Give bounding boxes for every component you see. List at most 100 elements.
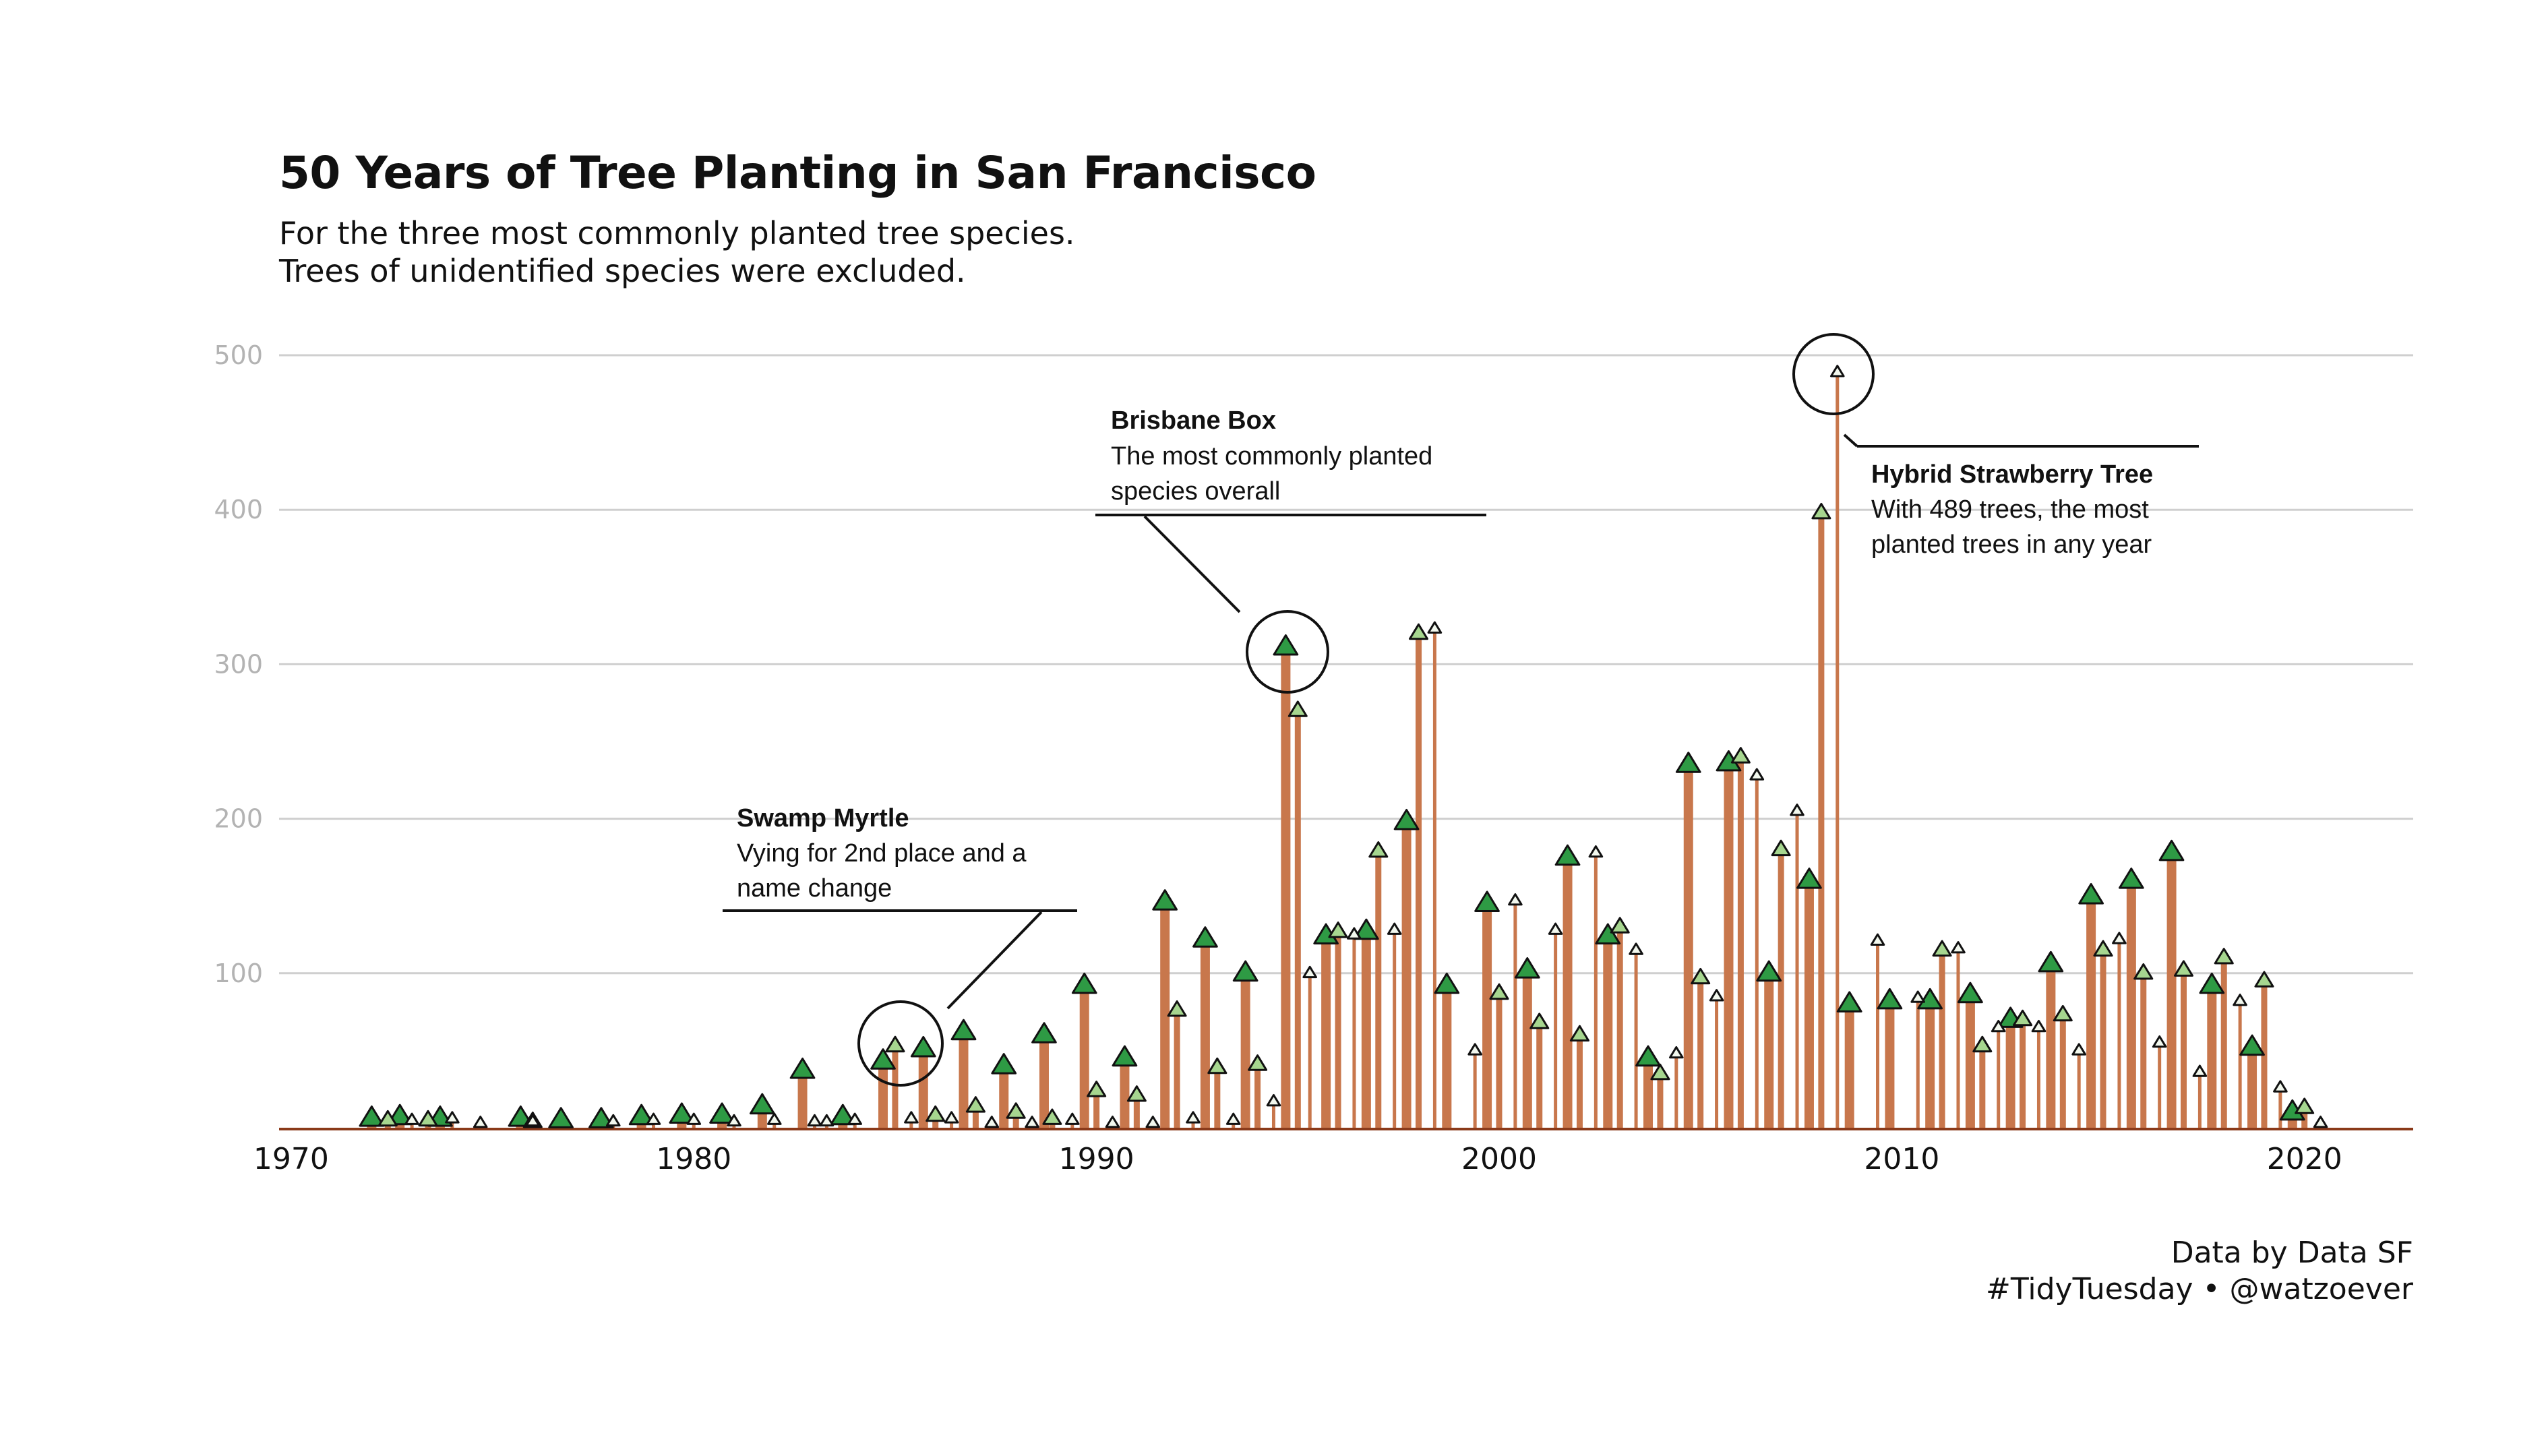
marker-brisbane-box xyxy=(1248,1054,1268,1071)
annotation-brisbane-box-leader xyxy=(1143,515,1241,613)
bar-hybrid-strawberry xyxy=(1795,814,1799,1128)
marker-brisbane-box xyxy=(1529,1012,1550,1029)
marker-brisbane-box xyxy=(1087,1081,1107,1097)
x-tick-label: 1990 xyxy=(1059,1142,1134,1176)
y-tick-label: 200 xyxy=(214,804,263,834)
bar-swamp-myrtle xyxy=(1200,944,1210,1128)
marker-hybrid-strawberry xyxy=(1749,768,1765,781)
bar-hybrid-strawberry xyxy=(909,1121,913,1128)
annotation-swamp-myrtle-title: Swamp Myrtle xyxy=(737,804,909,832)
marker-hybrid-strawberry xyxy=(1467,1043,1482,1056)
marker-brisbane-box xyxy=(2093,940,2113,957)
marker-swamp-myrtle xyxy=(870,1048,896,1070)
marker-swamp-myrtle xyxy=(1393,809,1420,830)
marker-brisbane-box xyxy=(1207,1057,1227,1074)
marker-brisbane-box xyxy=(2133,963,2154,980)
bar-hybrid-strawberry xyxy=(2036,1030,2040,1128)
bar-hybrid-strawberry xyxy=(1070,1123,1074,1128)
bar-hybrid-strawberry xyxy=(1594,855,1598,1128)
bar-hybrid-strawberry xyxy=(410,1123,414,1128)
marker-hybrid-strawberry xyxy=(1025,1116,1039,1128)
bar-hybrid-strawberry xyxy=(1271,1104,1275,1128)
bar-brisbane-box xyxy=(2140,977,2147,1128)
marker-swamp-myrtle xyxy=(1474,890,1500,912)
marker-swamp-myrtle xyxy=(830,1103,856,1126)
marker-hybrid-strawberry xyxy=(1629,942,1643,955)
bar-swamp-myrtle xyxy=(2247,1053,2257,1128)
bar-brisbane-box xyxy=(1214,1071,1221,1128)
marker-hybrid-strawberry xyxy=(1347,927,1362,940)
bar-swamp-myrtle xyxy=(1240,979,1250,1128)
bar-swamp-myrtle xyxy=(1401,827,1412,1128)
marker-swamp-myrtle xyxy=(1232,960,1258,982)
marker-brisbane-box xyxy=(1569,1025,1589,1042)
marker-brisbane-box xyxy=(1489,983,1509,1000)
marker-brisbane-box xyxy=(418,1110,438,1127)
y-tick-label: 400 xyxy=(214,495,263,524)
bar-swamp-myrtle xyxy=(2046,969,2056,1128)
bar-brisbane-box xyxy=(1049,1122,1056,1128)
bar-swamp-myrtle xyxy=(2166,858,2177,1128)
bar-hybrid-strawberry xyxy=(1352,938,1356,1128)
bar-hybrid-strawberry xyxy=(2117,942,2121,1128)
bar-brisbane-box xyxy=(1778,853,1784,1128)
bar-swamp-myrtle xyxy=(1361,937,1371,1128)
bar-hybrid-strawberry xyxy=(1473,1053,1477,1128)
marker-brisbane-box xyxy=(2013,1009,2033,1027)
bar-brisbane-box xyxy=(1416,637,1422,1128)
bar-brisbane-box xyxy=(1294,715,1301,1128)
bar-brisbane-box xyxy=(2220,962,2227,1128)
bar-brisbane-box xyxy=(1536,1027,1543,1128)
marker-swamp-myrtle xyxy=(1958,981,1983,1004)
bar-brisbane-box xyxy=(2020,1023,2026,1128)
annotation-hybrid-strawberry-line-1: With 489 trees, the most xyxy=(1871,495,2149,524)
bar-swamp-myrtle xyxy=(2086,901,2096,1128)
annotation-swamp-myrtle-circle xyxy=(857,1000,944,1087)
bar-hybrid-strawberry xyxy=(1956,951,1960,1128)
bar-swamp-myrtle xyxy=(959,1037,969,1128)
marker-swamp-myrtle xyxy=(1354,918,1379,940)
marker-brisbane-box xyxy=(2254,971,2274,988)
marker-swamp-myrtle xyxy=(669,1102,695,1124)
marker-hybrid-strawberry xyxy=(1145,1116,1161,1128)
annotation-brisbane-box-circle xyxy=(1246,610,1329,694)
marker-hybrid-strawberry xyxy=(525,1114,541,1127)
marker-hybrid-strawberry xyxy=(1588,845,1604,858)
chart-title: 50 Years of Tree Planting in San Francis… xyxy=(279,147,1316,199)
marker-brisbane-box xyxy=(2214,948,2234,965)
marker-brisbane-box xyxy=(1811,503,1831,520)
marker-hybrid-strawberry xyxy=(1105,1116,1120,1128)
marker-swamp-myrtle xyxy=(750,1093,775,1115)
bar-swamp-myrtle xyxy=(878,1066,888,1128)
bar-swamp-myrtle xyxy=(2126,886,2136,1128)
marker-swamp-myrtle xyxy=(910,1035,936,1058)
bar-swamp-myrtle xyxy=(918,1054,928,1128)
axis-labels: 100 200 300 400 500 1970 1980 1990 2000 2010 2020 xyxy=(214,340,2342,1176)
annotation-hybrid-strawberry-circle xyxy=(1792,333,1875,415)
marker-brisbane-box xyxy=(1691,967,1711,985)
bar-brisbane-box xyxy=(1093,1095,1100,1128)
marker-swamp-myrtle xyxy=(2158,839,2185,861)
annotation-swamp-myrtle-line-1: Vying for 2nd place and a xyxy=(737,839,1027,868)
bar-swamp-myrtle xyxy=(1724,768,1734,1128)
bar-brisbane-box xyxy=(1335,936,1341,1128)
bar-brisbane-box xyxy=(2261,985,2268,1128)
caption-line-2: #TidyTuesday • @watzoever xyxy=(1985,1272,2413,1306)
bar-brisbane-box xyxy=(1133,1099,1140,1128)
marker-hybrid-strawberry xyxy=(473,1116,488,1128)
marker-hybrid-strawberry xyxy=(727,1114,741,1127)
bar-hybrid-strawberry xyxy=(2077,1053,2081,1128)
bar-swamp-myrtle xyxy=(1482,909,1492,1128)
annotation-swamp-myrtle-leader xyxy=(946,911,1043,1010)
marker-hybrid-strawberry xyxy=(1065,1112,1080,1125)
bar-brisbane-box xyxy=(1254,1068,1261,1128)
marker-brisbane-box xyxy=(926,1105,946,1122)
marker-hybrid-strawberry xyxy=(944,1111,959,1124)
marker-swamp-myrtle xyxy=(2239,1034,2265,1056)
bar-hybrid-strawberry xyxy=(1513,903,1517,1128)
marker-hybrid-strawberry xyxy=(1186,1111,1201,1124)
marker-hybrid-strawberry xyxy=(686,1112,702,1125)
marker-brisbane-box xyxy=(1167,1000,1187,1017)
bar-swamp-myrtle xyxy=(797,1076,808,1128)
marker-swamp-myrtle xyxy=(1273,634,1299,656)
